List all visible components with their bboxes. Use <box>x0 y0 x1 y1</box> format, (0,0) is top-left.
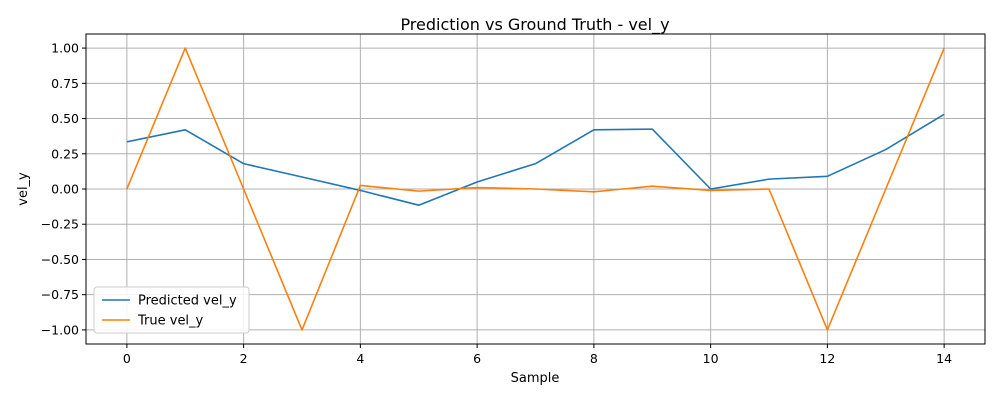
legend: Predicted vel_y True vel_y <box>93 286 250 334</box>
legend-label: Predicted vel_y <box>138 294 237 309</box>
x-tick-label: 4 <box>356 351 364 366</box>
series-line-1 <box>126 113 945 207</box>
y-axis-label: vel_y <box>16 172 31 206</box>
y-tick-label: 0.75 <box>51 76 79 91</box>
y-tick-label: 0.50 <box>51 111 79 126</box>
y-tick-label: −0.75 <box>41 287 79 302</box>
series-lines <box>126 47 945 331</box>
y-tick-label: 0.00 <box>51 182 79 197</box>
y-tick-label: −0.50 <box>41 252 79 267</box>
series-line-2 <box>126 47 945 331</box>
x-tick-label: 12 <box>819 351 835 366</box>
x-tick-label: 10 <box>703 351 719 366</box>
x-tick-label: 6 <box>473 351 481 366</box>
x-tick-label: 8 <box>590 351 598 366</box>
x-tick-label: 0 <box>123 351 131 366</box>
y-tick-label: 1.00 <box>51 41 79 56</box>
legend-box <box>93 286 250 334</box>
y-tick-label: 0.25 <box>51 146 79 161</box>
y-axis: 1.00 0.75 0.50 0.25 0.00 −0.25 −0.50 −0.75 −1.00 <box>41 41 86 337</box>
y-tick-label: −1.00 <box>41 322 79 337</box>
chart-title: Prediction vs Ground Truth - vel_y <box>400 15 669 35</box>
x-tick-label: 14 <box>936 351 952 366</box>
x-axis: 0 2 4 6 8 10 12 14 <box>123 344 952 366</box>
legend-label: True vel_y <box>137 314 204 329</box>
y-tick-label: −0.25 <box>41 217 79 232</box>
x-axis-label: Sample <box>511 371 560 386</box>
x-tick-label: 2 <box>240 351 248 366</box>
